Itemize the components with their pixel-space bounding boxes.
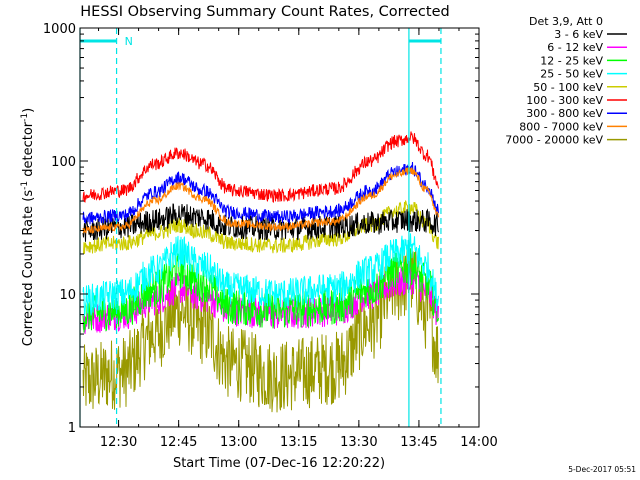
series-line-300-800-keV: [82, 161, 439, 225]
y-tick-label-0: 1: [68, 421, 76, 436]
y-axis-label-main: Corrected Count Rate (s: [21, 190, 36, 347]
y-tick-label-2: 100: [51, 155, 76, 170]
x-tick-label-3: 13:15: [280, 435, 317, 450]
y-tick-label-1: 10: [59, 288, 76, 303]
y-axis-label-sup2: -1: [20, 113, 30, 122]
x-tick-label-1: 12:45: [160, 435, 197, 450]
x-tick-label-5: 13:45: [400, 435, 437, 450]
legend-label-5: 100 - 300 keV: [526, 94, 603, 107]
legend-label-1: 6 - 12 keV: [547, 41, 603, 54]
night-marker: N: [125, 35, 133, 48]
legend-label-3: 25 - 50 keV: [540, 68, 603, 81]
series-line-25-50-keV: [82, 233, 439, 316]
plot-frame: [79, 27, 480, 428]
footer-date: 5-Dec-2017 05:51: [568, 465, 636, 474]
series-line-50-100-keV: [82, 200, 439, 254]
x-tick-label-2: 13:00: [220, 435, 257, 450]
chart-title: HESSI Observing Summary Count Rates, Cor…: [80, 4, 449, 20]
legend-label-6: 300 - 800 keV: [526, 107, 603, 120]
legend-title: Det 3,9, Att 0: [529, 15, 603, 28]
legend-label-4: 50 - 100 keV: [533, 81, 603, 94]
y-axis-label-mid: detector: [21, 121, 36, 181]
x-axis-label: Start Time (07-Dec-16 12:20:22): [173, 456, 385, 471]
y-axis-label: Corrected Count Rate (s-1 detector-1): [20, 108, 36, 346]
series-line-800-7000-keV: [82, 167, 439, 235]
x-tick-label-4: 13:30: [340, 435, 377, 450]
series-line-100-300-keV: [82, 131, 439, 203]
x-tick-label-6: 14:00: [460, 435, 497, 450]
y-axis-label-end: ): [21, 108, 36, 113]
axis-ticks: 12:30 12:45 13:00 13:15 13:30 13:45 14:00 1 10 10…: [43, 22, 498, 450]
legend-label-8: 7000 - 20000 keV: [505, 134, 603, 147]
legend-label-7: 800 - 7000 keV: [519, 120, 603, 133]
legend-label-0: 3 - 6 keV: [554, 28, 603, 41]
legend-label-2: 12 - 25 keV: [540, 54, 603, 67]
y-tick-label-3: 1000: [43, 22, 76, 37]
y-axis-label-sup1: -1: [20, 181, 30, 190]
x-tick-label-0: 12:30: [100, 435, 137, 450]
series-layer: [82, 131, 439, 413]
